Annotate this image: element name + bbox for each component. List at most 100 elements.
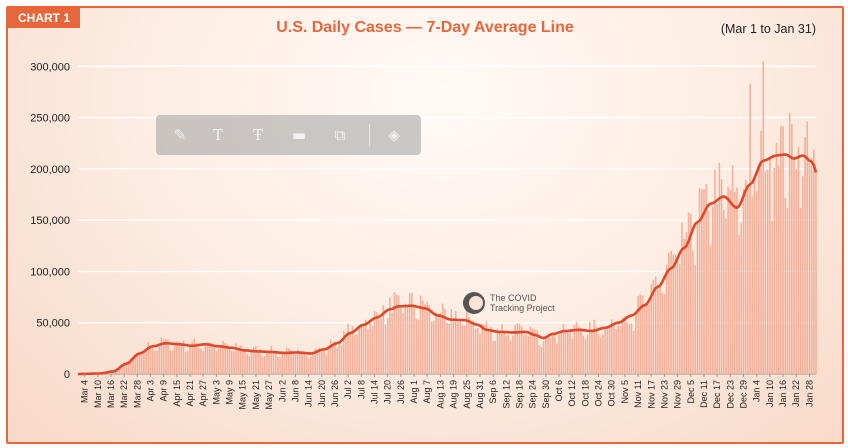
daily-cases-bar [228,347,231,374]
daily-cases-bar [769,158,771,374]
daily-cases-bar [628,324,631,374]
daily-cases-bar [219,345,222,374]
daily-cases-bar [599,337,602,374]
daily-cases-bar [290,350,292,374]
daily-cases-bar [498,332,501,374]
x-tick-label: Jan 22 [791,380,801,407]
daily-cases-bar [430,321,433,374]
daily-cases-bar [402,313,404,374]
daily-cases-bar [424,304,426,374]
daily-cases-bar [766,169,769,374]
daily-cases-bar [696,220,699,374]
text-style-icon[interactable]: Ŧ [252,126,263,144]
x-tick-label: Apr 3 [145,380,155,402]
daily-cases-bar [237,347,240,374]
daily-cases-bar [347,323,349,374]
daily-cases-bar [520,326,523,374]
daily-cases-bar [784,197,787,374]
daily-cases-bar [547,337,549,374]
x-tick-label: Dec 5 [686,380,696,404]
daily-cases-bar [672,254,675,374]
daily-cases-bar [167,339,169,374]
daily-cases-bar [615,328,617,374]
daily-cases-bar [233,351,235,374]
daily-cases-bar [272,352,275,374]
daily-cases-bar [703,189,705,374]
covid-tracking-logo [463,292,485,314]
daily-cases-bar [584,338,587,374]
x-tick-label: Aug 19 [449,380,459,409]
daily-cases-bar [758,164,760,374]
daily-cases-bar [338,342,341,374]
daily-cases-bar [446,322,448,374]
x-tick-label: Mar 4 [80,380,90,403]
daily-cases-bar [786,208,789,374]
daily-cases-bar [349,334,352,374]
y-tick-label: 250,000 [30,113,70,125]
daily-cases-bar [531,328,534,374]
daily-cases-bar [149,346,152,374]
daily-cases-bar [378,319,380,374]
daily-cases-bar [648,304,650,374]
daily-cases-bar [143,351,145,374]
daily-cases-bar [110,371,112,374]
copy-icon[interactable]: ⧉ [334,126,346,144]
daily-cases-bar [384,324,387,374]
daily-cases-bar [505,335,508,374]
x-tick-label: Sep 30 [541,380,551,409]
text-icon[interactable]: T [212,126,223,144]
daily-cases-bar [450,309,453,374]
daily-cases-bar [571,338,573,374]
x-tick-label: Jan 4 [752,380,762,402]
daily-cases-bar [246,354,248,374]
daily-cases-bar [476,328,479,374]
daily-cases-bar [525,334,527,374]
daily-cases-bar [487,328,490,374]
daily-cases-bar [597,333,600,374]
daily-cases-bar [650,283,653,374]
daily-cases-bar [259,349,262,374]
daily-cases-bar [617,325,620,374]
daily-cases-bar [569,329,571,374]
daily-cases-bar [244,349,246,374]
daily-cases-bar [619,325,622,374]
chart-badge: CHART 1 [8,8,80,28]
daily-cases-bar [793,157,795,374]
daily-cases-bar [643,305,646,374]
daily-cases-bar [336,347,338,374]
stamp-icon[interactable]: ▬ [291,126,307,144]
daily-cases-bar [250,350,253,374]
daily-cases-bar [415,318,418,374]
daily-cases-bar [496,328,499,374]
daily-cases-bar [171,350,174,374]
daily-cases-bar [189,345,191,374]
daily-cases-bar [742,188,745,374]
daily-cases-bar [457,322,459,374]
daily-cases-bar [217,348,220,374]
daily-cases-bar [325,354,327,374]
daily-cases-bar [701,189,703,374]
daily-cases-bar [213,344,215,374]
daily-cases-bar [463,325,466,374]
daily-cases-bar [121,364,123,374]
x-tick-label: Dec 17 [712,380,722,409]
daily-cases-bar [261,356,264,374]
daily-cases-bar [360,325,363,374]
x-tick-label: Oct 18 [580,380,590,407]
x-tick-label: Sep 24 [528,380,538,409]
daily-cases-bar [674,254,677,374]
daily-cases-bar [303,353,306,374]
daily-cases-bar [679,263,681,374]
daily-cases-bar [127,362,130,374]
daily-cases-bar [389,297,391,374]
daily-cases-bar [681,222,683,374]
x-tick-label: Oct 6 [554,380,564,402]
daily-cases-bar [184,351,187,374]
x-tick-label: Nov 11 [633,380,643,408]
pen-icon[interactable]: ✎ [173,126,187,144]
chart-canvas: 0 50,000 100,000 150,000 200,000 250,000 300,0… [30,61,818,410]
daily-cases-bar [411,292,413,374]
tag-icon[interactable]: ◈ [388,126,400,144]
daily-cases-bar [419,295,422,374]
daily-cases-bar [711,206,714,374]
